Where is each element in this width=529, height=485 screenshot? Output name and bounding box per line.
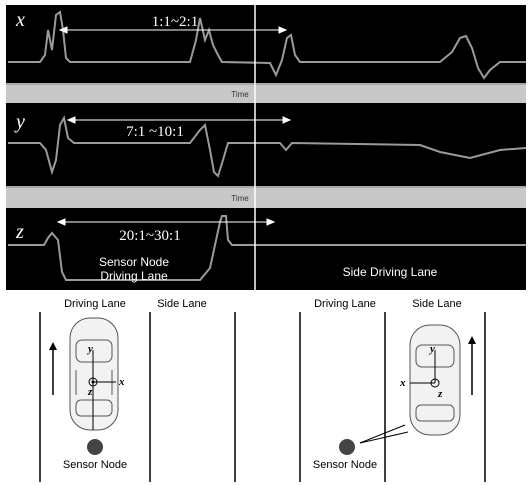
time-bar bbox=[6, 186, 526, 208]
figure: x 1:1~2:1 Time y 7:1 ~10:1 Time z 20:1~3… bbox=[0, 0, 529, 485]
time-label: Time bbox=[231, 194, 249, 203]
axis-label: z bbox=[437, 388, 443, 400]
lane-label: Side Lane bbox=[412, 298, 462, 310]
axis-label: y bbox=[14, 111, 25, 133]
axis-label: z bbox=[87, 386, 93, 398]
ratio-label: 20:1~30:1 bbox=[119, 228, 180, 244]
lane-label: Side Lane bbox=[157, 298, 207, 310]
sensor-node bbox=[87, 439, 103, 455]
axis-label: z bbox=[15, 221, 24, 243]
sensor-node bbox=[339, 439, 355, 455]
region-label: Driving Lane bbox=[100, 269, 168, 283]
sensor-label: Sensor Node bbox=[313, 459, 377, 471]
region-label: Side Driving Lane bbox=[343, 265, 438, 279]
axis-label: x bbox=[399, 377, 406, 389]
axis-label: x bbox=[118, 376, 125, 388]
panel-z bbox=[6, 208, 526, 290]
car bbox=[70, 318, 118, 430]
axis-label: y bbox=[428, 343, 435, 355]
ratio-label: 7:1 ~10:1 bbox=[126, 124, 184, 140]
panel-y bbox=[6, 103, 526, 186]
axis-label: y bbox=[86, 343, 93, 355]
panel-x bbox=[6, 5, 526, 83]
lane-label: Driving Lane bbox=[64, 298, 126, 310]
time-bar bbox=[6, 83, 526, 103]
lane-label: Driving Lane bbox=[314, 298, 376, 310]
region-label: Sensor Node bbox=[99, 255, 169, 269]
ratio-label: 1:1~2:1 bbox=[152, 14, 198, 30]
sensor-label: Sensor Node bbox=[63, 459, 127, 471]
axis-label: x bbox=[15, 9, 25, 31]
time-label: Time bbox=[231, 90, 249, 99]
